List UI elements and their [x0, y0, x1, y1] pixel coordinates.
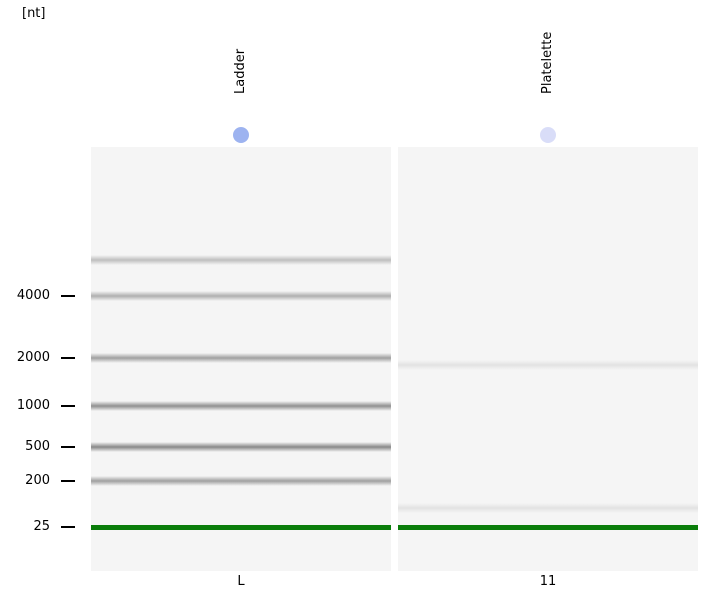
gel-band [91, 254, 391, 265]
size-tick-mark [61, 480, 75, 482]
lane-name: Platelette [540, 31, 555, 94]
gel-band [91, 442, 391, 452]
size-tick-mark [61, 526, 75, 528]
size-tick-label: 1000 [16, 398, 50, 413]
lane-id: 11 [539, 574, 557, 589]
size-tick-mark [61, 357, 75, 359]
gel-band [398, 502, 698, 513]
size-tick-label: 25 [33, 519, 50, 534]
size-tick-mark [61, 295, 75, 297]
gel-band [398, 360, 698, 371]
size-tick-label: 500 [25, 439, 50, 454]
gel-band [91, 476, 391, 486]
gel-lane [91, 147, 391, 571]
size-tick-label: 4000 [16, 288, 50, 303]
gel-band [91, 353, 391, 363]
gel-lane [398, 147, 698, 571]
lower-marker-band [91, 525, 391, 530]
gel-band [91, 401, 391, 411]
size-tick-mark [61, 446, 75, 448]
size-tick-label: 2000 [16, 350, 50, 365]
size-tick-label: 200 [25, 473, 50, 488]
lane-id: L [237, 574, 245, 589]
lower-marker-band [398, 525, 698, 530]
unit-label: [nt] [22, 6, 46, 21]
gel-band [91, 291, 391, 301]
lane-dot [233, 127, 249, 143]
lane-name: Ladder [233, 48, 248, 94]
size-tick-mark [61, 405, 75, 407]
lane-dot [540, 127, 556, 143]
